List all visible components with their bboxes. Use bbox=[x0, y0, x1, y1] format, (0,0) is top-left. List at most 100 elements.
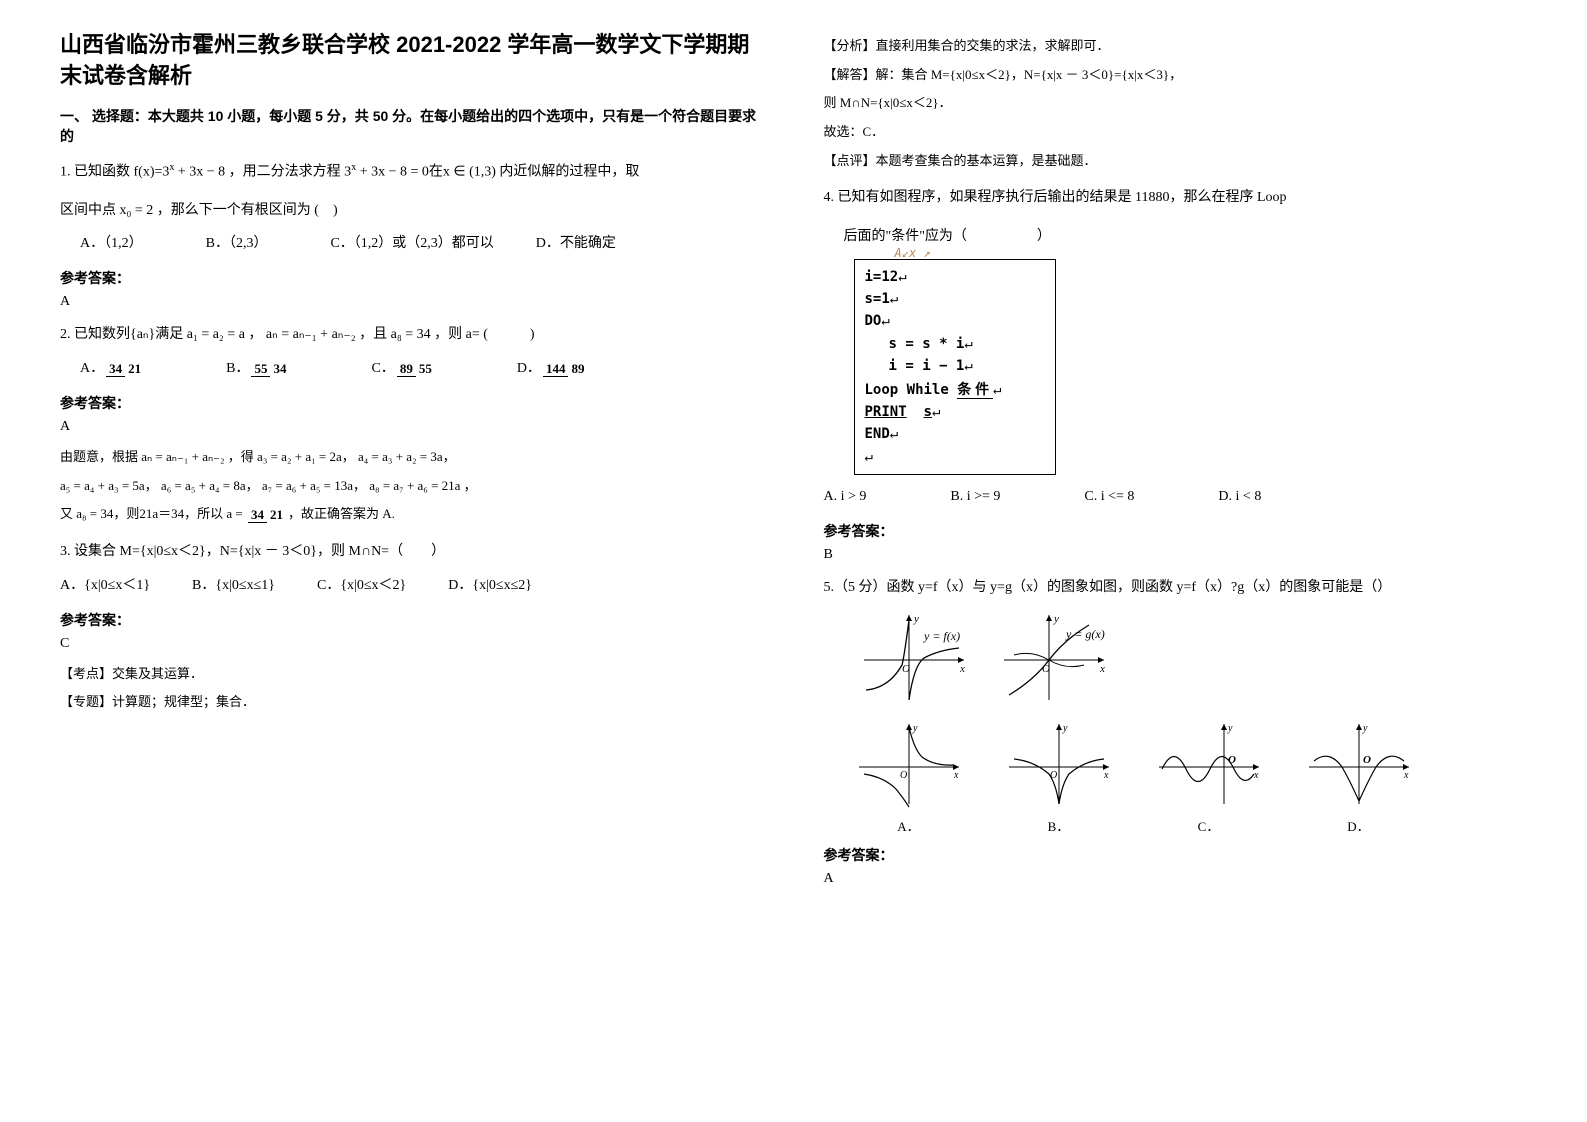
fig-gx: O y x y = g(x) bbox=[994, 610, 1114, 705]
fig-fx: O y x y = f(x) bbox=[854, 610, 974, 705]
q5-option-figs: O y x A． O y x B． bbox=[854, 719, 1528, 835]
code-l6: Loop While 条 件 ↵ bbox=[865, 378, 1045, 401]
q4-stem2: 后面的"条件"应为（ ） bbox=[844, 224, 1528, 251]
q2-e3-den: 21 bbox=[267, 507, 286, 522]
q4-ans-label: 参考答案： bbox=[824, 521, 1528, 541]
q3-t7: 【点评】本题考查集合的基本运算，是基础题． bbox=[824, 149, 1528, 174]
section1-head: 一、 选择题：本大题共 10 小题，每小题 5 分，共 50 分。在每小题给出的… bbox=[60, 106, 764, 146]
svg-text:y: y bbox=[1227, 723, 1233, 734]
q2-opt-d: D．14489 bbox=[517, 355, 590, 383]
q5-opt-b-label: B． bbox=[1004, 816, 1114, 835]
q3-t1: 【考点】交集及其运算． bbox=[60, 662, 764, 687]
q2-e3-num: 34 bbox=[248, 507, 267, 523]
svg-text:O: O bbox=[1050, 770, 1057, 781]
fx-label: y = f(x) bbox=[923, 629, 960, 643]
q2-e3: 又 a₈ = 34，则21a＝34，所以 a = 3421，故正确答案为 A. bbox=[60, 502, 764, 527]
q1-text-b: + 3x − 8 ，用二分法求方程 3 bbox=[174, 164, 351, 179]
q5-opt-d-label: D． bbox=[1304, 816, 1414, 835]
svg-text:y: y bbox=[1053, 613, 1059, 625]
q1-opts: A．（1,2） B．（2,3） C．（1,2）或（2,3）都可以 D．不能确定 bbox=[80, 230, 764, 258]
svg-text:y: y bbox=[912, 723, 918, 734]
q3-t4: 【解答】解：集合 M={x|0≤x＜2}，N={x|x － 3＜0}={x|x＜… bbox=[824, 63, 1528, 88]
q3-t2: 【专题】计算题；规律型；集合． bbox=[60, 690, 764, 715]
q2-c-den: 55 bbox=[416, 361, 435, 376]
q1-ans: A bbox=[60, 294, 764, 310]
svg-text:x: x bbox=[1103, 770, 1109, 781]
svg-text:x: x bbox=[1253, 770, 1259, 781]
code-box: A↙x ↗ i=12↵ s=1↵ DO↵ s = s * i↵ i = i − … bbox=[854, 259, 1056, 476]
q2-stem: 2. 已知数列{aₙ}满足 a₁ = a₂ = a ， aₙ = aₙ₋₁ + … bbox=[60, 322, 764, 349]
fig-opt-d: O y x bbox=[1304, 719, 1414, 809]
svg-text:x: x bbox=[1403, 770, 1409, 781]
svg-text:y: y bbox=[1062, 723, 1068, 734]
q3-stem: 3. 设集合 M={x|0≤x＜2}，N={x|x － 3＜0}，则 M∩N=（… bbox=[60, 539, 764, 566]
right-column: 【分析】直接利用集合的交集的求法，求解即可． 【解答】解：集合 M={x|0≤x… bbox=[824, 30, 1528, 1092]
svg-text:O: O bbox=[1363, 754, 1371, 766]
q1-text-a: 1. 已知函数 f(x)=3 bbox=[60, 164, 169, 179]
q2-c-num: 89 bbox=[397, 361, 416, 377]
q2-opt-a: A．3421 bbox=[80, 355, 146, 383]
q3-ans: C bbox=[60, 636, 764, 652]
gx-label: y = g(x) bbox=[1065, 627, 1105, 641]
q5-opt-a-label: A． bbox=[854, 816, 964, 835]
fig-opt-c: O y x bbox=[1154, 719, 1264, 809]
code-scribble: A↙x ↗ bbox=[895, 244, 931, 263]
code-l4: s = s * i↵ bbox=[865, 333, 1045, 355]
q5-ans: A bbox=[824, 871, 1528, 887]
code-l7: PRINT s↵ bbox=[865, 401, 1045, 423]
fig-opt-b: O y x bbox=[1004, 719, 1114, 809]
q5-opt-a-wrap: O y x A． bbox=[854, 719, 964, 835]
q2-opt-c: C．8955 bbox=[371, 355, 436, 383]
svg-text:x: x bbox=[953, 770, 959, 781]
q2-opts: A．3421 B．5534 C．8955 D．14489 bbox=[80, 355, 764, 383]
q2-opt-b: B．5534 bbox=[226, 355, 291, 383]
q1-ans-label: 参考答案： bbox=[60, 268, 764, 288]
svg-text:y: y bbox=[1362, 723, 1368, 734]
q3-opts: A．{x|0≤x＜1} B．{x|0≤x≤1} C．{x|0≤x＜2} D．{x… bbox=[60, 572, 764, 600]
q1-stem: 1. 已知函数 f(x)=3x + 3x − 8 ，用二分法求方程 3x + 3… bbox=[60, 158, 764, 186]
q5-opt-c-label: C． bbox=[1154, 816, 1264, 835]
q2-e3b: ，故正确答案为 A. bbox=[288, 506, 395, 521]
code-l1: i=12↵ bbox=[865, 266, 1045, 288]
q5-opt-b-wrap: O y x B． bbox=[1004, 719, 1114, 835]
q2-e1: 由题意，根据 aₙ = aₙ₋₁ + aₙ₋₂ ，得 a₃ = a₂ + a₁ … bbox=[60, 445, 764, 470]
q2-a-den: 21 bbox=[125, 361, 144, 376]
left-column: 山西省临汾市霍州三教乡联合学校 2021-2022 学年高一数学文下学期期末试卷… bbox=[60, 30, 764, 1092]
svg-text:O: O bbox=[902, 663, 910, 675]
q2-b-den: 34 bbox=[270, 361, 289, 376]
q2-d-num: 144 bbox=[543, 361, 569, 377]
q2-ans: A bbox=[60, 419, 764, 435]
q4-stem: 4. 已知有如图程序，如果程序执行后输出的结果是 11880，那么在程序 Loo… bbox=[824, 185, 1528, 212]
code-l9: ↵ bbox=[865, 446, 1045, 468]
q1-text-c: + 3x − 8 = 0在x ∈ (1,3) 内近似解的过程中，取 bbox=[356, 164, 639, 179]
svg-text:x: x bbox=[959, 663, 965, 675]
q4-ans: B bbox=[824, 547, 1528, 563]
code-l5: i = i − 1↵ bbox=[865, 355, 1045, 377]
q2-e2: a₅ = a₄ + a₃ = 5a， a₆ = a₅ + a₄ = 8a， a₇… bbox=[60, 474, 764, 499]
q5-given-figs: O y x y = f(x) O y x y = g(x) bbox=[854, 610, 1528, 705]
q3-t6: 故选：C． bbox=[824, 120, 1528, 145]
q3-t3: 【分析】直接利用集合的交集的求法，求解即可． bbox=[824, 34, 1528, 59]
q2-ans-label: 参考答案： bbox=[60, 393, 764, 413]
code-l3: DO↵ bbox=[865, 310, 1045, 332]
q3-ans-label: 参考答案： bbox=[60, 610, 764, 630]
code-l8: END↵ bbox=[865, 423, 1045, 445]
q5-opt-d-wrap: O y x D． bbox=[1304, 719, 1414, 835]
q5-ans-label: 参考答案： bbox=[824, 845, 1528, 865]
q2-e3a: 又 a₈ = 34，则21a＝34，所以 a = bbox=[60, 506, 246, 521]
q4-opts: A. i > 9 B. i >= 9 C. i <= 8 D. i < 8 bbox=[824, 483, 1528, 511]
svg-text:O: O bbox=[900, 770, 907, 781]
q5-stem: 5.（5 分）函数 y=f（x）与 y=g（x）的图象如图，则函数 y=f（x）… bbox=[824, 575, 1528, 602]
q1-stem2: 区间中点 x₀ = 2 ，那么下一个有根区间为 ( ) bbox=[60, 198, 764, 225]
q2-b-num: 55 bbox=[251, 361, 270, 377]
q2-a-num: 34 bbox=[106, 361, 125, 377]
svg-text:y: y bbox=[913, 613, 919, 625]
fig-opt-a: O y x bbox=[854, 719, 964, 809]
code-condition: 条 件 bbox=[957, 381, 993, 399]
q3-t5: 则 M∩N={x|0≤x＜2}． bbox=[824, 91, 1528, 116]
page-title: 山西省临汾市霍州三教乡联合学校 2021-2022 学年高一数学文下学期期末试卷… bbox=[60, 30, 764, 92]
svg-text:x: x bbox=[1099, 663, 1105, 675]
q5-opt-c-wrap: O y x C． bbox=[1154, 719, 1264, 835]
q2-d-den: 89 bbox=[568, 361, 587, 376]
code-l2: s=1↵ bbox=[865, 288, 1045, 310]
